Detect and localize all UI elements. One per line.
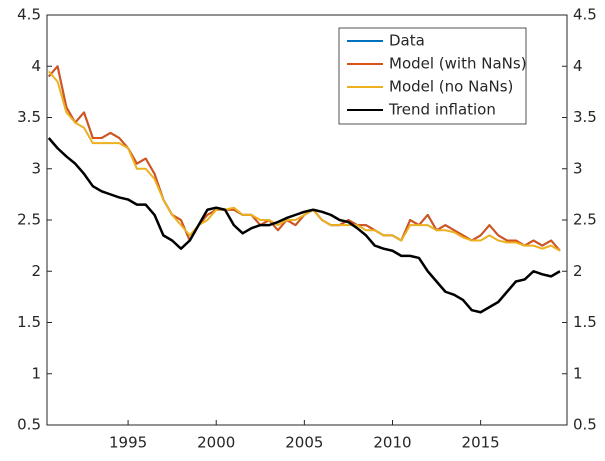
y-tick-label: 1.5 xyxy=(17,313,41,331)
series-line xyxy=(47,137,561,314)
y-tick-label: 2 xyxy=(31,262,41,280)
legend-label: Data xyxy=(389,32,425,50)
y2-tick-label: 3.5 xyxy=(573,108,597,126)
y-tick-label: 3 xyxy=(31,159,41,177)
y-tick-label: 4.5 xyxy=(17,6,41,24)
x-tick-label: 2005 xyxy=(285,434,323,452)
x-tick-label: 2015 xyxy=(462,434,500,452)
y2-tick-label: 4.5 xyxy=(573,6,597,24)
y2-tick-label: 1 xyxy=(573,364,583,382)
y-tick-label: 0.5 xyxy=(17,416,41,434)
y-tick-label: 1 xyxy=(31,364,41,382)
y2-tick-label: 4 xyxy=(573,57,583,75)
y-tick-label: 3.5 xyxy=(17,108,41,126)
y2-tick-label: 2.5 xyxy=(573,211,597,229)
x-tick-label: 1995 xyxy=(109,434,147,452)
legend-label: Trend inflation xyxy=(388,101,496,119)
x-tick-label: 2000 xyxy=(197,434,235,452)
y2-tick-label: 0.5 xyxy=(573,416,597,434)
y-tick-label: 4 xyxy=(31,57,41,75)
y-tick-label: 2.5 xyxy=(17,211,41,229)
x-tick-label: 2010 xyxy=(373,434,411,452)
legend: Data Model (with NaNs) Model (no NaNs) Tren… xyxy=(338,27,527,125)
series-line xyxy=(48,70,561,252)
y2-tick-label: 3 xyxy=(573,159,583,177)
legend-label: Model (with NaNs) xyxy=(389,55,527,73)
legend-label: Model (no NaNs) xyxy=(389,78,513,96)
y2-tick-label: 1.5 xyxy=(573,313,597,331)
y2-tick-label: 2 xyxy=(573,262,583,280)
legend-box xyxy=(338,27,527,125)
